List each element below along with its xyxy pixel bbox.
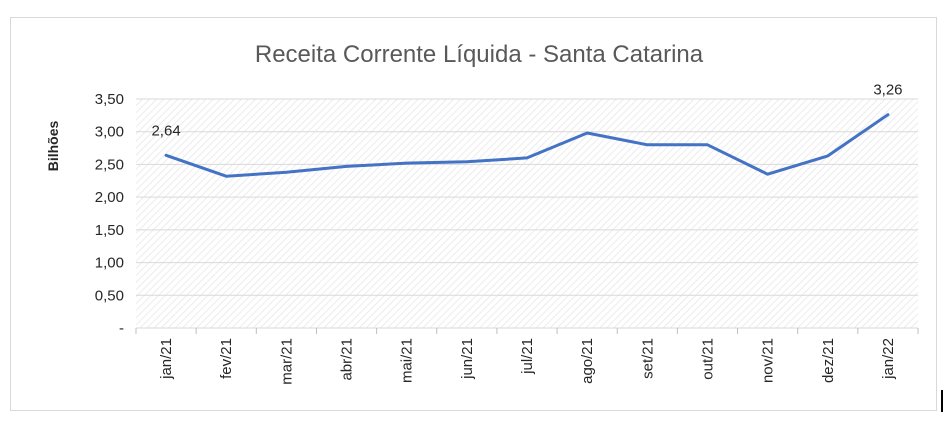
- y-tick-label: 2,00: [95, 189, 124, 206]
- plot-area: [136, 99, 918, 328]
- x-tick-label: nov/21: [760, 338, 777, 383]
- x-tick-label: jan/22: [880, 338, 897, 380]
- y-tick-label: 0,50: [95, 287, 124, 304]
- x-tick-label: abr/21: [339, 338, 356, 381]
- y-tick-label: -: [119, 320, 124, 337]
- x-tick-label: mai/21: [399, 338, 416, 383]
- chart-container: Receita Corrente Líquida - Santa Catarin…: [10, 17, 937, 411]
- data-label: 3,26: [873, 82, 902, 99]
- y-axis-label: Bilhões: [45, 121, 61, 172]
- series-line: [164, 113, 890, 178]
- data-label: 2,64: [151, 122, 180, 139]
- edge-mark: [941, 390, 943, 412]
- x-tick-label: fev/21: [218, 338, 235, 379]
- x-tick-label: jul/21: [519, 338, 536, 375]
- y-tick-label: 2,50: [95, 156, 124, 173]
- x-tick-label: jun/21: [459, 338, 476, 380]
- line-chart: Receita Corrente Líquida - Santa Catarin…: [45, 41, 919, 385]
- x-tick-label: dez/21: [820, 338, 837, 383]
- chart-title: Receita Corrente Líquida - Santa Catarin…: [255, 41, 704, 68]
- x-tick-label: out/21: [699, 338, 716, 380]
- y-tick-label: 1,50: [95, 222, 124, 239]
- x-tick-label: mar/21: [278, 338, 295, 385]
- y-tick-label: 1,00: [95, 255, 124, 272]
- y-tick-label: 3,50: [95, 91, 124, 108]
- x-tick-label: ago/21: [579, 338, 596, 384]
- x-tick-label: jan/21: [158, 338, 175, 380]
- y-tick-label: 3,00: [95, 124, 124, 141]
- x-tick-label: set/21: [639, 338, 656, 379]
